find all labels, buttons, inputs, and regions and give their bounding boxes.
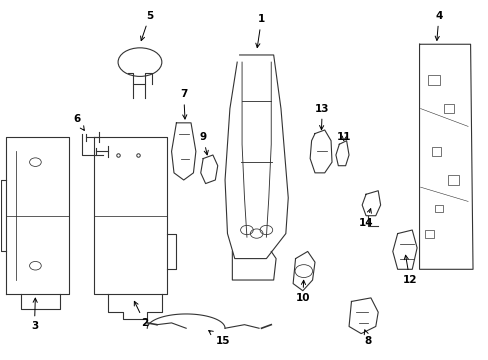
Text: 10: 10 [295, 280, 309, 303]
Text: 7: 7 [180, 89, 187, 119]
Text: 9: 9 [199, 132, 208, 155]
Text: 6: 6 [73, 114, 84, 130]
Text: 8: 8 [364, 330, 371, 346]
Text: 14: 14 [358, 209, 373, 228]
Text: 15: 15 [208, 330, 229, 346]
Bar [424, 230, 433, 238]
Text: 13: 13 [314, 104, 329, 130]
Text: 11: 11 [336, 132, 351, 142]
Text: 2: 2 [134, 301, 148, 328]
Text: 3: 3 [31, 298, 38, 332]
Bar [431, 147, 440, 156]
Text: 12: 12 [402, 255, 416, 285]
Bar [447, 175, 458, 185]
Bar [443, 104, 453, 113]
Text: 5: 5 [140, 11, 153, 41]
Text: 1: 1 [255, 14, 264, 48]
Bar [434, 205, 442, 212]
Text: 4: 4 [434, 11, 442, 40]
Bar [427, 75, 439, 85]
